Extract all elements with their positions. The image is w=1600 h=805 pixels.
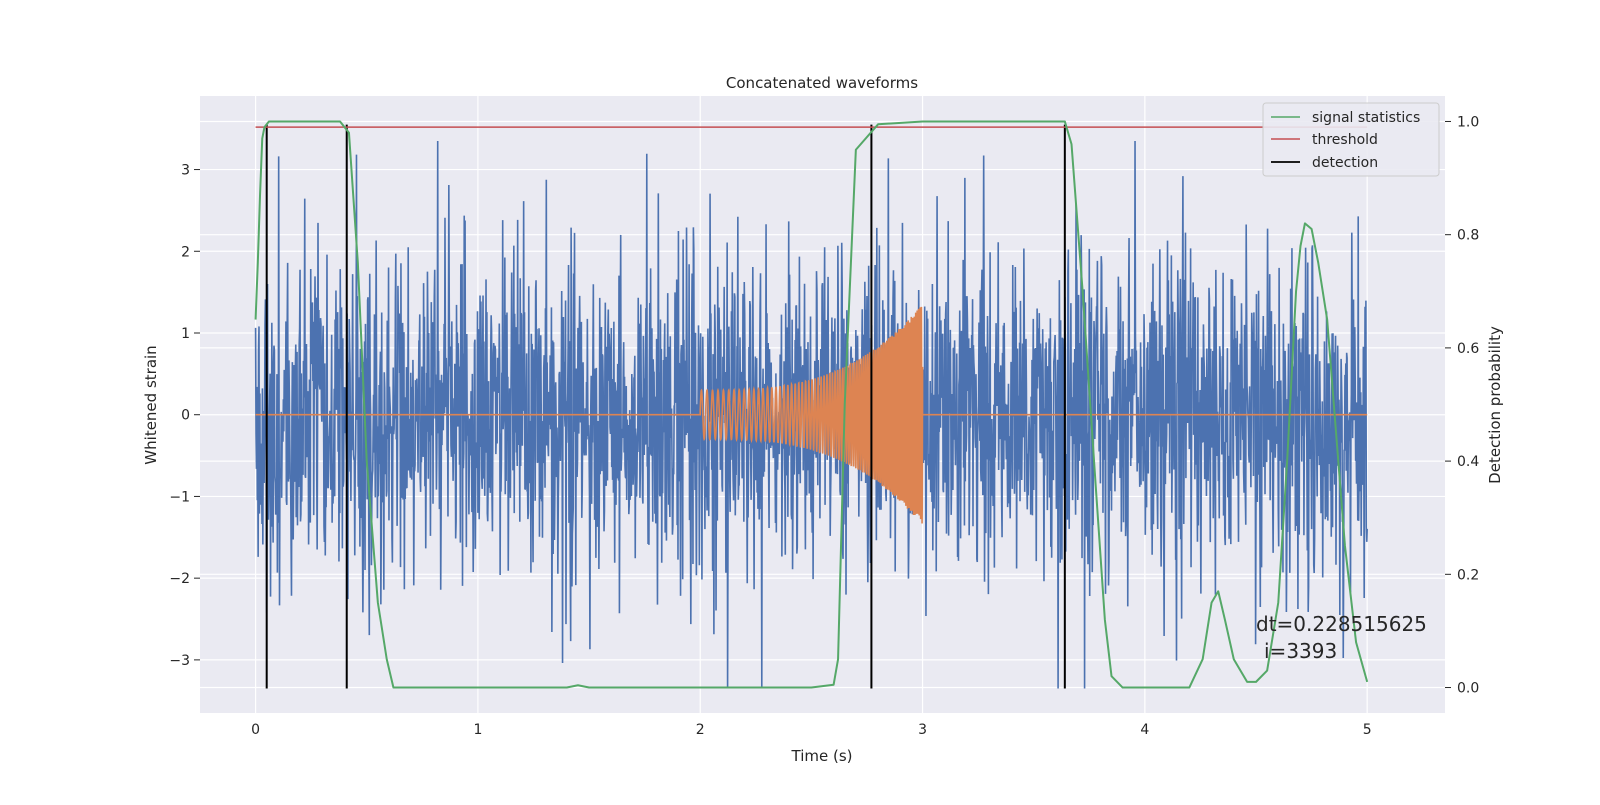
- annotation: dt=0.228515625 i=3393: [1256, 612, 1427, 663]
- y-right-tick-label: 0.2: [1457, 567, 1479, 583]
- y-left-tick-label: 3: [181, 163, 190, 179]
- chart-title: Concatenated waveforms: [726, 74, 918, 92]
- y-axis-left: −3 −2 −1 0 1 2 3: [169, 163, 200, 669]
- y-left-tick-label: 0: [181, 408, 190, 424]
- legend-box: [1262, 102, 1440, 177]
- y-axis-right: 0.0 0.2 0.4 0.6 0.8 1.0: [1445, 114, 1479, 697]
- legend-label-threshold: threshold: [1312, 132, 1378, 148]
- x-tick-label: 5: [1363, 722, 1372, 738]
- y-left-tick-label: 2: [181, 244, 190, 260]
- x-tick-label: 3: [918, 722, 927, 738]
- x-tick-label: 1: [473, 722, 482, 738]
- legend-label-signal-statistics: signal statistics: [1312, 110, 1420, 126]
- y-right-tick-label: 0.8: [1457, 228, 1479, 244]
- legend: signal statistics threshold detection: [1262, 102, 1440, 177]
- x-axis-title: Time (s): [791, 747, 853, 765]
- x-tick-label: 4: [1140, 722, 1149, 738]
- x-tick-label: 2: [696, 722, 705, 738]
- series-injected-chirp: [255, 306, 1368, 524]
- y-axis-left-title: Whitened strain: [142, 345, 160, 464]
- series-signal-statistics: [254, 120, 1369, 689]
- x-tick-label: 0: [251, 722, 260, 738]
- y-left-tick-label: 1: [181, 326, 190, 342]
- y-left-tick-label: −3: [169, 653, 190, 669]
- x-axis: 0 1 2 3 4 5: [251, 722, 1372, 738]
- y-left-tick-label: −1: [169, 489, 190, 505]
- annotation-i: i=3393: [1264, 639, 1337, 663]
- y-right-tick-label: 0.0: [1457, 681, 1479, 697]
- y-right-tick-label: 0.6: [1457, 341, 1479, 357]
- series-layer: [254, 120, 1369, 689]
- y-right-tick-label: 1.0: [1457, 114, 1479, 130]
- y-axis-right-title: Detection probability: [1486, 326, 1504, 484]
- annotation-dt: dt=0.228515625: [1256, 612, 1427, 636]
- y-right-tick-label: 0.4: [1457, 454, 1479, 470]
- y-left-tick-label: −2: [169, 571, 190, 587]
- legend-label-detection: detection: [1312, 155, 1378, 171]
